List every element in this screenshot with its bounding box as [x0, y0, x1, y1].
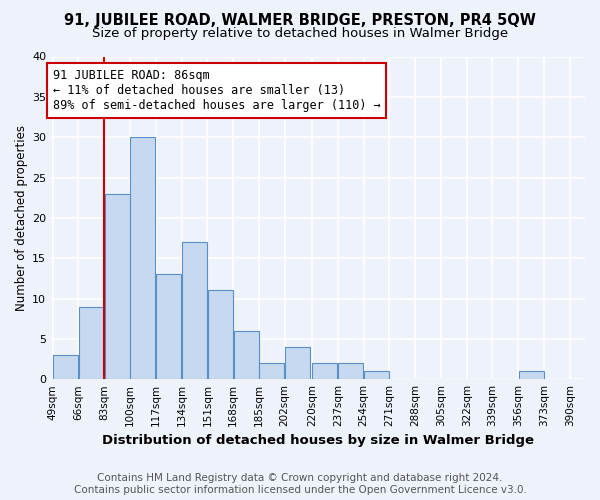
Bar	[313, 363, 337, 379]
Bar	[364, 371, 389, 379]
Text: 91 JUBILEE ROAD: 86sqm
← 11% of detached houses are smaller (13)
89% of semi-det: 91 JUBILEE ROAD: 86sqm ← 11% of detached…	[53, 68, 380, 112]
Bar	[182, 242, 207, 379]
Bar	[79, 306, 104, 379]
Bar	[285, 347, 310, 379]
Bar	[53, 355, 78, 379]
Bar	[130, 137, 155, 379]
Text: Contains HM Land Registry data © Crown copyright and database right 2024.
Contai: Contains HM Land Registry data © Crown c…	[74, 474, 526, 495]
Bar	[259, 363, 284, 379]
Bar	[208, 290, 233, 379]
X-axis label: Distribution of detached houses by size in Walmer Bridge: Distribution of detached houses by size …	[102, 434, 534, 448]
Text: Size of property relative to detached houses in Walmer Bridge: Size of property relative to detached ho…	[92, 28, 508, 40]
Bar	[104, 194, 130, 379]
Bar	[233, 331, 259, 379]
Bar	[338, 363, 363, 379]
Y-axis label: Number of detached properties: Number of detached properties	[15, 125, 28, 311]
Text: 91, JUBILEE ROAD, WALMER BRIDGE, PRESTON, PR4 5QW: 91, JUBILEE ROAD, WALMER BRIDGE, PRESTON…	[64, 12, 536, 28]
Bar	[518, 371, 544, 379]
Bar	[156, 274, 181, 379]
